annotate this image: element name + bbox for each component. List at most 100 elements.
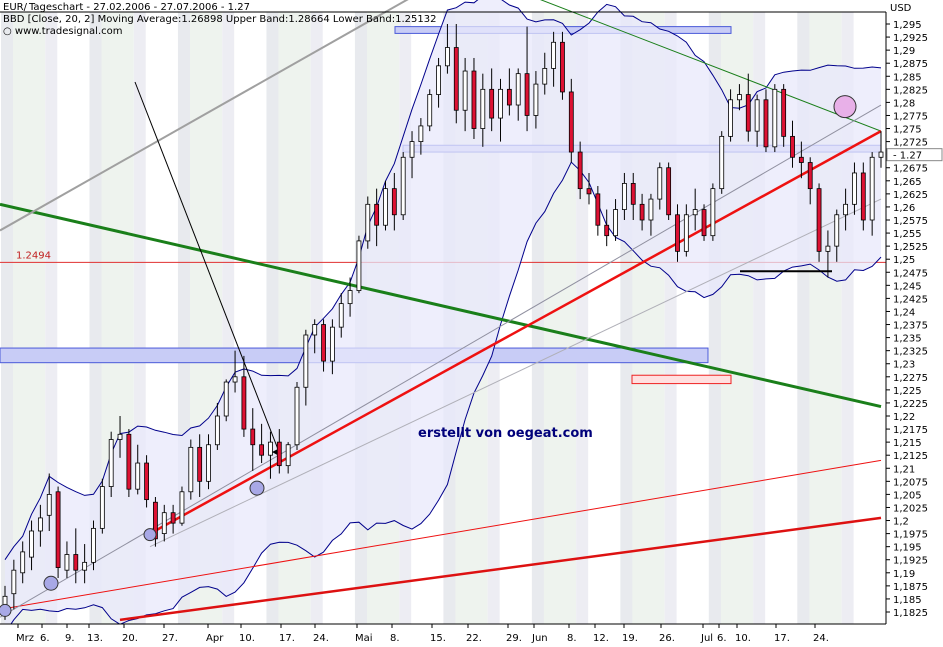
x-tick-label: 8. — [390, 633, 400, 644]
candle — [338, 293, 344, 338]
bull-candle-body — [621, 183, 627, 210]
y-tick-label: 1,1925 — [893, 556, 928, 567]
y-tick-label: 1,275 — [893, 125, 922, 136]
candles — [2, 24, 884, 620]
x-tick-label: 29. — [506, 633, 522, 644]
candle — [728, 89, 733, 142]
y-tick-label: 1,2575 — [893, 216, 928, 227]
candle — [347, 277, 353, 317]
bull-candle-body — [418, 125, 424, 142]
candle — [781, 84, 787, 147]
candle — [498, 78, 503, 142]
lower-gray-line — [149, 198, 882, 548]
title-text: Tageschart - 27.02.2006 - 27.07.2006 - 1… — [28, 2, 250, 13]
candle — [303, 329, 309, 406]
candle — [577, 141, 583, 200]
x-tick-label: 15. — [430, 633, 446, 644]
arrow-line — [134, 81, 282, 458]
y-tick-label: 1,2 — [893, 517, 909, 528]
x-tick-label: 6. — [40, 633, 50, 644]
candle — [161, 504, 167, 542]
bull-candle-body — [772, 88, 778, 148]
candle — [737, 84, 742, 111]
y-tick-label: 1,295 — [893, 20, 922, 31]
candle — [878, 131, 884, 168]
bull-candle-body — [365, 203, 371, 242]
bull-candle-body — [188, 446, 194, 493]
bull-candle-body — [692, 209, 698, 216]
band-fill — [5, 0, 881, 633]
candle — [621, 172, 627, 220]
bull-candle-body — [719, 135, 725, 190]
bull-candle-body — [737, 94, 742, 101]
x-tick-label: 22. — [466, 633, 482, 644]
bull-candle-body — [64, 554, 70, 571]
candle — [365, 196, 371, 249]
candle — [834, 209, 840, 262]
bear-candle-body — [259, 444, 265, 456]
candle — [11, 559, 17, 610]
bull-candle-body — [117, 433, 123, 440]
upper-band — [4, 0, 882, 560]
x-tick-label: 9. — [65, 633, 75, 644]
indicator-label: BBD [Close, 20, 2] Moving Average:1.2689… — [3, 14, 437, 25]
candle — [427, 89, 433, 132]
y-tick-label: 1,2325 — [893, 347, 928, 358]
y-tick-label: 1,2075 — [893, 477, 928, 488]
bear-candle-body — [489, 88, 495, 119]
candle — [391, 172, 397, 231]
candle — [37, 504, 43, 547]
candle — [179, 486, 185, 526]
candle — [418, 118, 424, 155]
candle — [108, 431, 114, 498]
y-tick-label: 1,245 — [893, 281, 922, 292]
bull-candle-body — [20, 551, 26, 574]
x-tick-label: 13. — [87, 633, 103, 644]
title-prefix: EUR/ — [3, 2, 27, 13]
candle — [153, 497, 158, 547]
candle — [763, 89, 769, 153]
y-tick-label: 1,2475 — [893, 268, 928, 279]
bull-candle-body — [268, 441, 273, 456]
bull-candle-body — [400, 156, 406, 216]
candle — [524, 26, 530, 132]
candle — [82, 544, 88, 584]
candle — [223, 379, 229, 422]
y-tick-label: 1,2125 — [893, 451, 928, 462]
x-tick-label: 26. — [659, 633, 675, 644]
bear-candle-body — [144, 462, 149, 501]
bear-candle-body — [250, 428, 256, 446]
bear-candle-body — [170, 512, 176, 524]
x-tick-label: 10. — [239, 633, 255, 644]
bull-candle-body — [312, 324, 318, 336]
x-tick-label: 6. — [717, 633, 727, 644]
bear-candle-body — [197, 446, 203, 482]
y-tick-label: 1,22 — [893, 412, 915, 423]
candle — [356, 235, 362, 294]
y-tick-label: 1,19 — [893, 569, 915, 580]
bear-candle-body — [798, 156, 804, 163]
bull-candle-body — [728, 99, 733, 137]
bull-candle-body — [710, 188, 716, 237]
bull-candle-body — [11, 569, 17, 595]
markers — [0, 95, 857, 617]
y-tick-label: 1,235 — [893, 334, 922, 345]
bull-candle-body — [409, 141, 415, 158]
bull-candle-body — [551, 41, 557, 69]
chart-title: EUR/Tageschart - 27.02.2006 - 27.07.2006… — [3, 2, 250, 13]
x-axis: Mrz 6. 9. 13. 20. 27. Apr 10. 17. 24. Mai 8. 15. 22. 2… — [0, 623, 886, 647]
y-tick-label: 1,255 — [893, 229, 922, 240]
bull-candle-body — [436, 65, 441, 95]
candle — [542, 52, 548, 95]
y-tick-label: 1,2375 — [893, 321, 928, 332]
upper-green-trendline — [540, 0, 882, 132]
x-tick-label: 10. — [735, 633, 751, 644]
candle — [400, 152, 406, 220]
x-tick-label: Jun — [531, 633, 548, 644]
candle — [790, 120, 795, 168]
bull-candle-body — [754, 99, 760, 132]
candle — [807, 157, 813, 205]
bear-candle-body — [630, 183, 636, 205]
y-tick-label: 1,2175 — [893, 425, 928, 436]
